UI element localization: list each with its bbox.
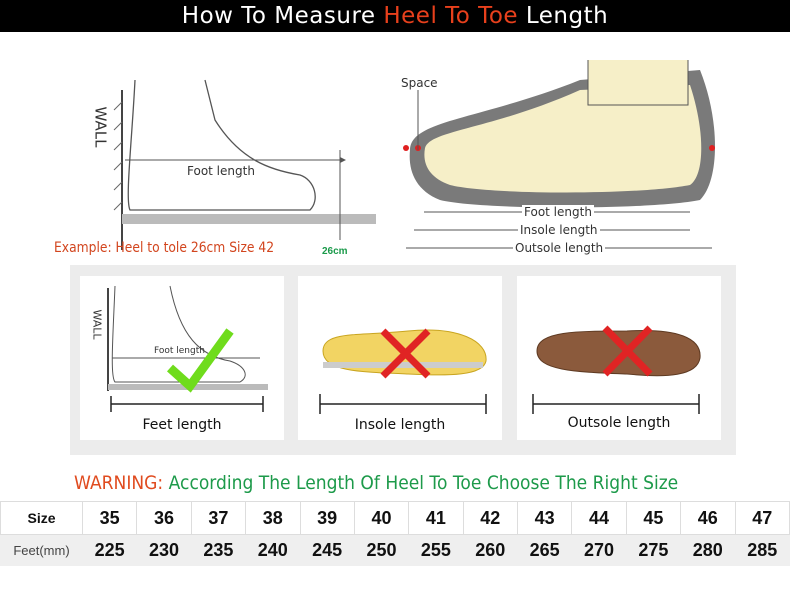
feet-mm-cell: 230: [136, 534, 192, 566]
size-cell: 45: [625, 501, 682, 535]
feet-mm-cell: 265: [516, 534, 573, 566]
size-cell: 44: [571, 501, 627, 535]
title-text-end: Length: [518, 3, 609, 29]
size-cell: 37: [190, 501, 247, 535]
cross-icon: [380, 328, 431, 379]
feet-mm-cell: 260: [462, 534, 519, 566]
feet-mm-cell: 280: [680, 534, 736, 566]
size-cell: 35: [81, 501, 138, 535]
feet-mm-cell: 245: [299, 534, 355, 566]
cross-icon: [602, 325, 653, 377]
outsole-length-label: Outsole length: [513, 241, 606, 255]
size-cell: 47: [734, 501, 790, 535]
cm-mark: 26cm: [322, 246, 348, 257]
title-highlight: Heel To Toe: [383, 3, 519, 29]
feet-mm-cell: 285: [734, 534, 790, 566]
panel-insole-length: Insole length: [298, 276, 502, 440]
feet-mm-cell: 240: [245, 534, 301, 566]
size-header: Size: [0, 501, 83, 535]
panel-caption: Outsole length: [567, 415, 671, 431]
warning-label: WARNING:: [74, 472, 164, 494]
space-label: Space: [401, 76, 438, 90]
page-title: How To Measure Heel To Toe Length: [0, 0, 790, 32]
size-table: Size 35 36 37 38 39 40 41 42 43 44 45 46 47 Feet(mm) 2…: [0, 501, 790, 566]
shoe-foot-length-label: Foot length: [522, 205, 594, 219]
warning-line: WARNING: According The Length Of Heel To…: [74, 472, 678, 494]
feet-mm-cell: 250: [353, 534, 410, 566]
size-cell: 39: [299, 501, 355, 535]
panel-foot-length-label: Foot length: [154, 346, 205, 356]
size-cell: 40: [353, 501, 410, 535]
insole-length-label: Insole length: [518, 223, 600, 237]
feet-mm-cell: 275: [625, 534, 682, 566]
size-cell: 36: [136, 501, 192, 535]
wall-label: WALL: [91, 106, 110, 148]
size-cell: 42: [462, 501, 519, 535]
feet-mm-cell: 255: [408, 534, 464, 566]
foot-wall-diagram: [113, 79, 376, 250]
feet-mm-cell: 235: [190, 534, 247, 566]
size-cell: 41: [408, 501, 464, 535]
size-cell: 43: [516, 501, 573, 535]
example-text: Example: Heel to tole 26cm Size 42: [54, 240, 275, 256]
panel-caption: Insole length: [354, 417, 446, 433]
panel-feet-length: Foot length WALL Feet length: [80, 276, 284, 440]
feet-mm-cell: 270: [571, 534, 627, 566]
warning-text: According The Length Of Heel To Toe Choo…: [168, 472, 679, 494]
title-text: How To Measure: [181, 3, 384, 29]
panel-caption: Feet length: [142, 417, 222, 433]
feet-header: Feet(mm): [0, 534, 83, 566]
panel-wall-label: WALL: [90, 309, 104, 340]
check-icon: [166, 328, 234, 393]
size-cell: 46: [680, 501, 736, 535]
feet-mm-cell: 225: [81, 534, 138, 566]
size-cell: 38: [245, 501, 301, 535]
shoe-cross-section-diagram: [403, 60, 715, 249]
panel-outsole-length: Outsole length: [517, 276, 721, 440]
foot-length-label: Foot length: [187, 164, 255, 178]
